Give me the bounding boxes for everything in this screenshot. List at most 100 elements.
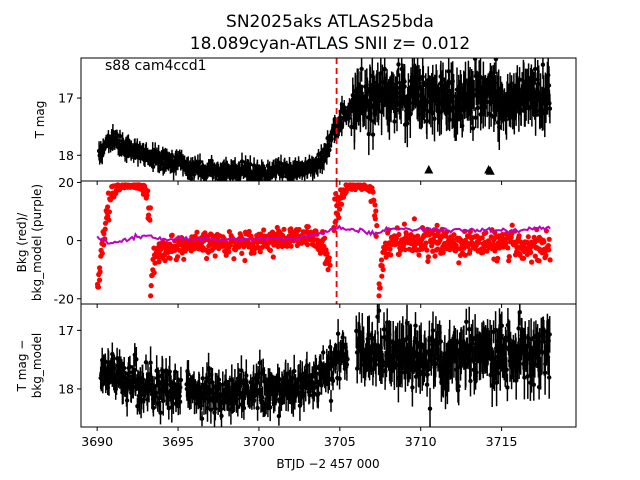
bkg-model-line bbox=[96, 224, 551, 245]
mag-point bbox=[493, 58, 499, 62]
bkg-point bbox=[388, 252, 394, 258]
mag-point bbox=[365, 89, 370, 95]
bkg-point bbox=[144, 192, 150, 198]
bkg-point bbox=[374, 223, 380, 229]
bkg-point bbox=[505, 245, 511, 251]
bkg-point bbox=[529, 259, 535, 265]
bkg-point bbox=[204, 255, 210, 262]
bkg-point bbox=[97, 265, 103, 271]
mag-point bbox=[451, 94, 456, 99]
bkg-point bbox=[96, 277, 103, 283]
mag-point bbox=[239, 368, 244, 373]
panel-middle-background: -20 0 20 Bkg (red)/bkg_model (purple) bbox=[15, 175, 577, 308]
bkg-point bbox=[376, 293, 382, 299]
mag-point bbox=[314, 365, 319, 371]
bkg-point bbox=[145, 188, 151, 194]
mag-point bbox=[220, 382, 225, 387]
y-tick-label: 18 bbox=[58, 148, 74, 163]
mag-point bbox=[366, 131, 371, 137]
mag-point bbox=[517, 310, 522, 315]
y-tick-label: 17 bbox=[58, 91, 74, 106]
mag-point bbox=[394, 107, 400, 113]
x-tick-label: 3700 bbox=[243, 434, 275, 449]
mag-point bbox=[151, 405, 156, 411]
bkg-point bbox=[503, 240, 509, 246]
mag-point bbox=[239, 159, 245, 164]
mag-point bbox=[244, 373, 249, 378]
bkg-point bbox=[509, 222, 515, 228]
mag-point bbox=[336, 128, 342, 133]
mag-point bbox=[255, 391, 260, 396]
mag-point bbox=[484, 99, 490, 105]
mag-point bbox=[392, 119, 397, 124]
bkg-point bbox=[532, 253, 538, 259]
mag-point bbox=[396, 62, 401, 67]
bkg-point bbox=[425, 254, 431, 260]
bkg-point bbox=[480, 249, 486, 255]
mag-point bbox=[547, 375, 552, 380]
bkg-point bbox=[476, 240, 482, 246]
mag-point bbox=[241, 405, 247, 411]
upper-limit-marker bbox=[424, 165, 434, 174]
bkg-point bbox=[440, 250, 446, 256]
bkg-point bbox=[152, 260, 158, 266]
bkg-point bbox=[169, 232, 175, 238]
bkg-point bbox=[546, 236, 552, 242]
mag-point bbox=[330, 378, 336, 383]
mag-point bbox=[122, 365, 127, 371]
bkg-point bbox=[305, 224, 311, 230]
bkg-point bbox=[325, 267, 331, 273]
mag-point bbox=[268, 405, 273, 410]
mag-point bbox=[517, 77, 522, 82]
series-top-0 bbox=[96, 58, 553, 181]
bkg-point bbox=[148, 293, 154, 299]
bkg-point bbox=[456, 260, 462, 266]
bkg-point bbox=[396, 251, 402, 257]
bkg-point bbox=[192, 233, 198, 239]
panel-bottom-frame bbox=[80, 303, 577, 428]
mag-point bbox=[405, 121, 410, 126]
x-axis-label: BTJD −2 457 000 bbox=[276, 457, 379, 471]
mag-point bbox=[430, 328, 436, 333]
bkg-point bbox=[239, 250, 245, 256]
mag-point bbox=[546, 83, 552, 88]
mag-point bbox=[328, 344, 333, 350]
bkg-point bbox=[424, 247, 430, 253]
mag-point bbox=[117, 133, 123, 139]
bkg-point bbox=[387, 246, 393, 252]
bkg-point bbox=[105, 204, 111, 210]
mag-point bbox=[497, 124, 502, 130]
mag-point bbox=[248, 162, 253, 167]
mag-point bbox=[432, 116, 437, 121]
y-tick-label: 0 bbox=[66, 233, 74, 248]
y-axis-label-top: T mag bbox=[33, 101, 47, 140]
mag-point bbox=[438, 339, 443, 344]
bkg-point bbox=[410, 234, 417, 240]
panel-top-marks bbox=[96, 58, 553, 181]
mag-point bbox=[171, 401, 176, 406]
bkg-point bbox=[528, 249, 534, 256]
bkg-point bbox=[167, 241, 173, 247]
bkg-point bbox=[151, 270, 157, 276]
mag-point bbox=[292, 368, 297, 374]
bkg-point bbox=[105, 213, 111, 219]
bkg-point bbox=[425, 258, 431, 264]
bkg-point bbox=[339, 201, 345, 207]
mag-point bbox=[327, 147, 332, 153]
bkg-point bbox=[95, 284, 102, 290]
bkg-point bbox=[251, 250, 257, 256]
mag-point bbox=[421, 80, 426, 85]
x-axis: 3690 3695 3700 3705 3710 3715 bbox=[81, 434, 517, 449]
bkg-point bbox=[288, 243, 294, 249]
bkg-point bbox=[242, 257, 248, 264]
y-tick-label: 20 bbox=[58, 175, 74, 190]
mag-point bbox=[186, 372, 191, 377]
bkg-point bbox=[101, 231, 107, 237]
bkg-point bbox=[167, 255, 173, 261]
mag-point bbox=[368, 82, 373, 88]
mag-point bbox=[277, 376, 282, 382]
bkg-point bbox=[521, 255, 527, 261]
mag-point bbox=[533, 66, 538, 72]
bkg-point bbox=[547, 257, 553, 263]
mag-point bbox=[208, 407, 214, 412]
